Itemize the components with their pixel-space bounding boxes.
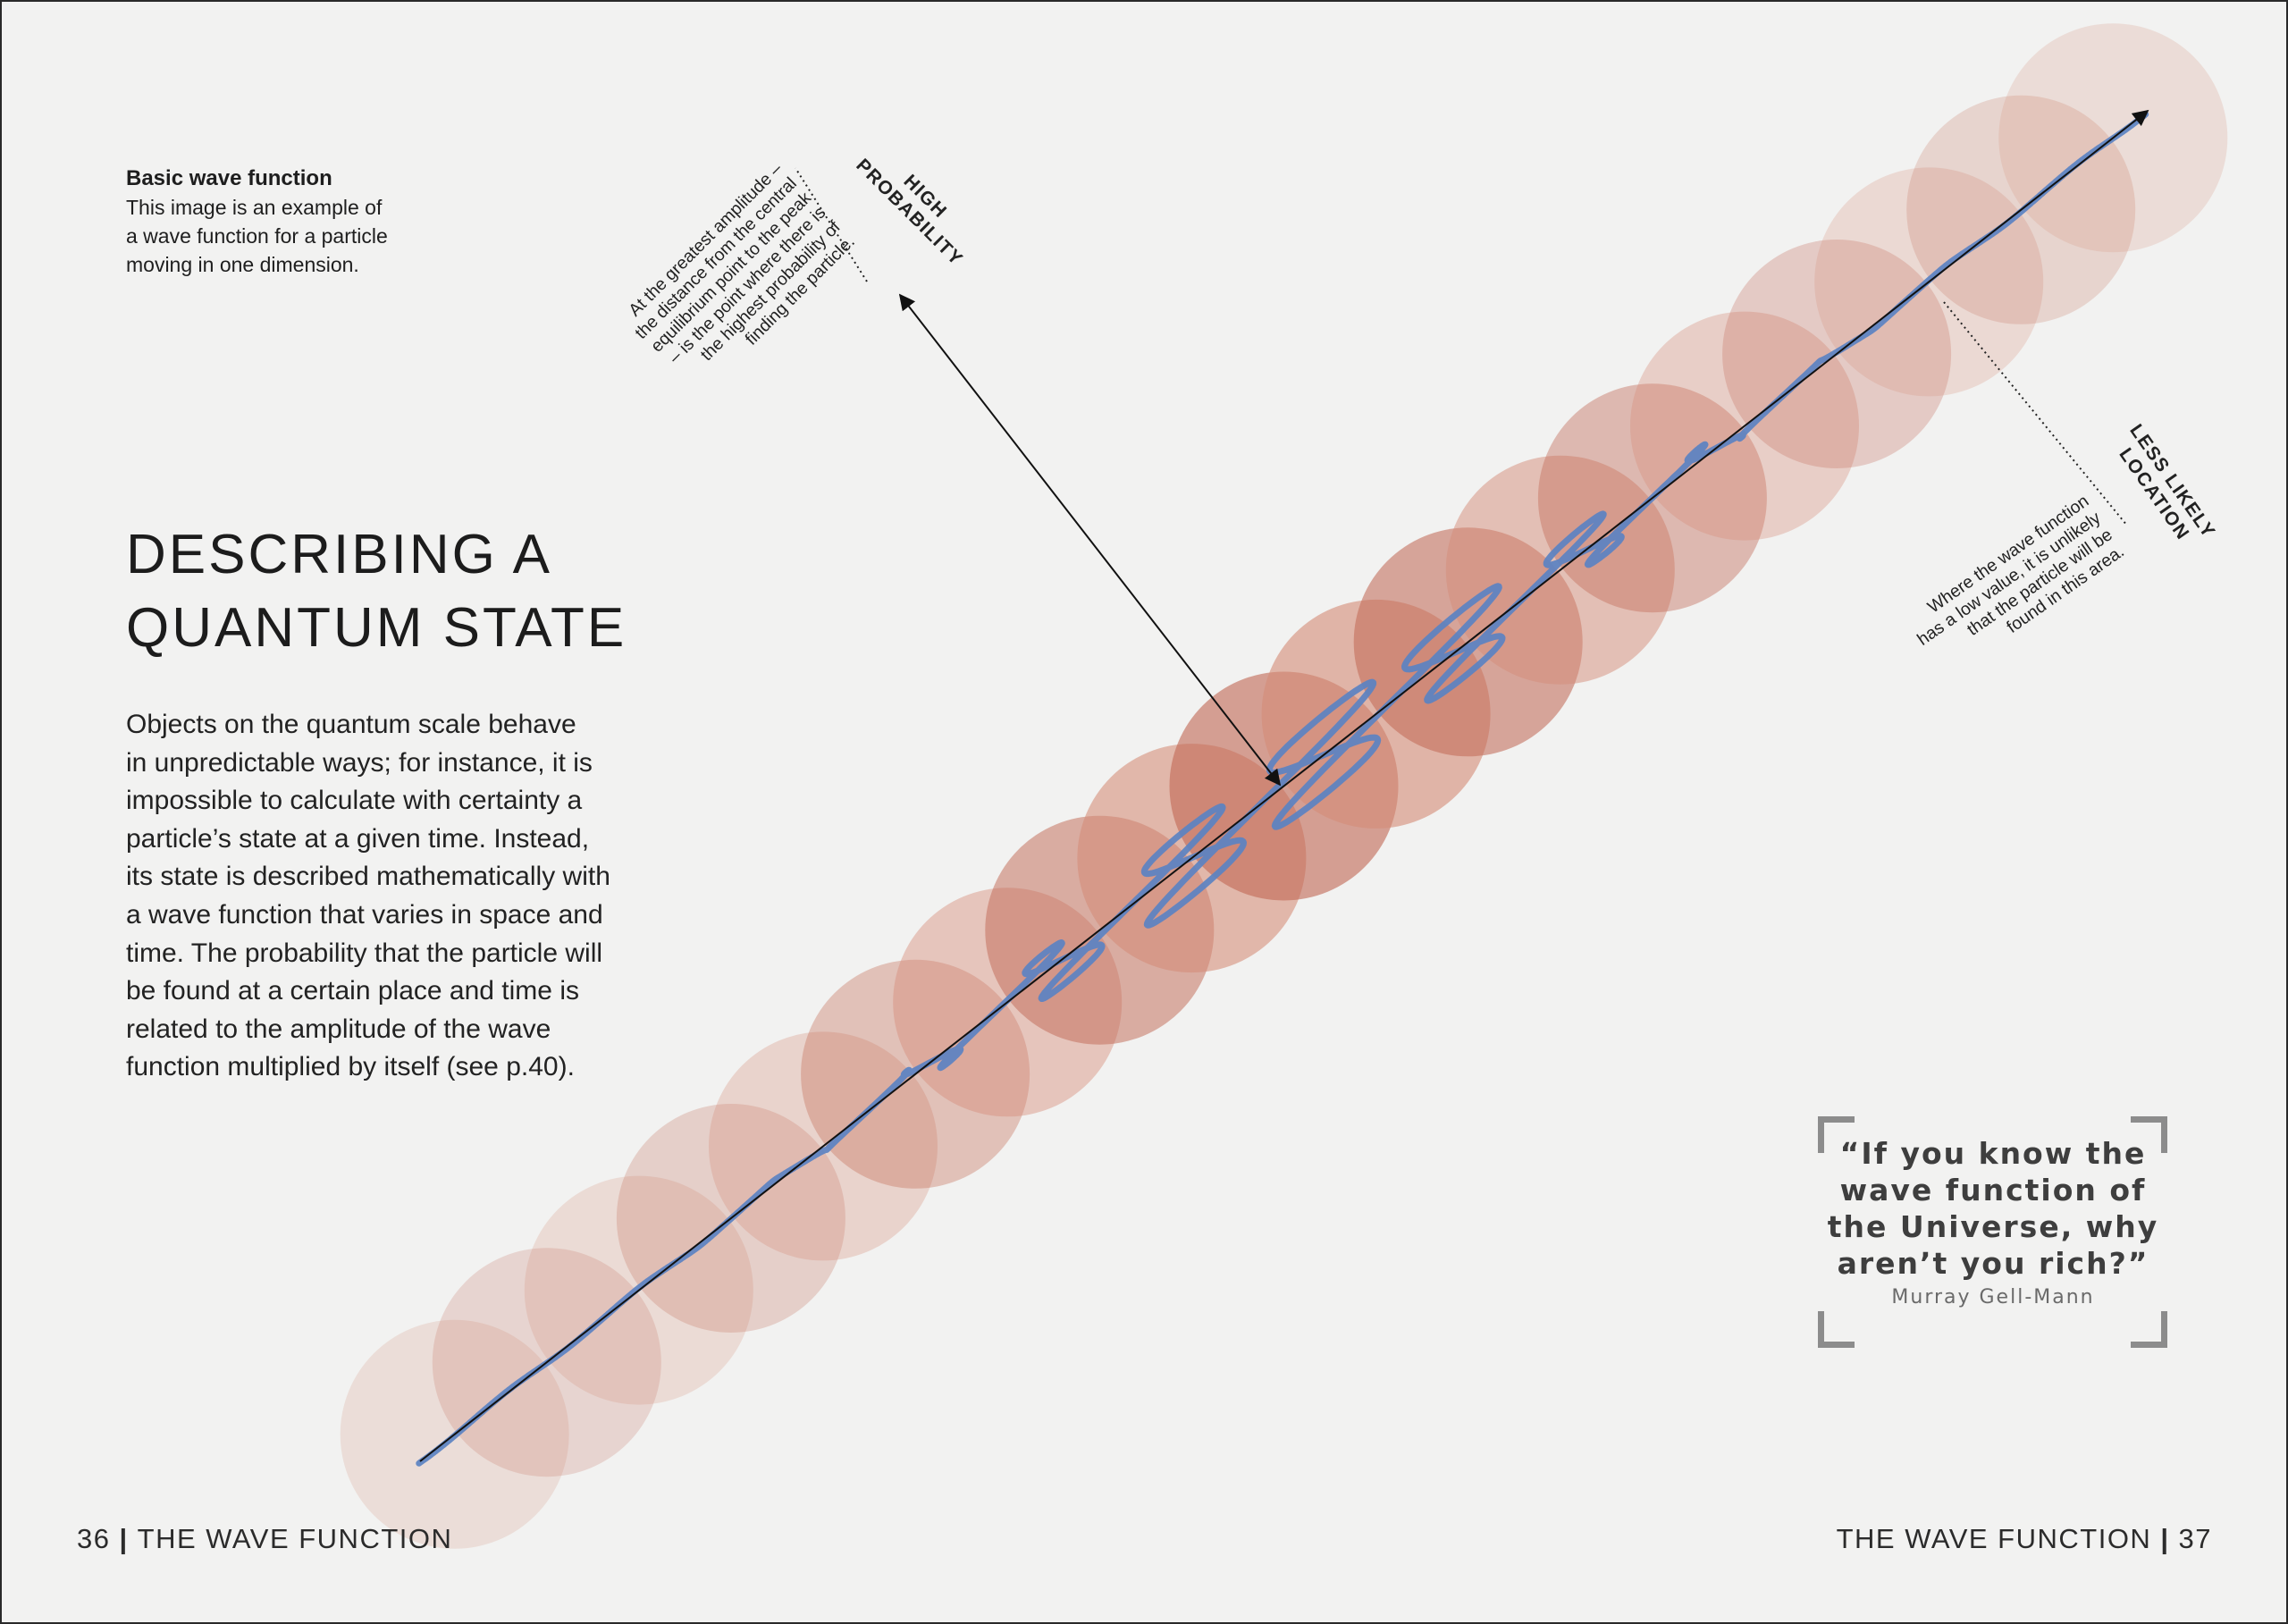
quote-author: Murray Gell-Mann — [1891, 1286, 2095, 1308]
quote-line: aren’t you rich?” — [1837, 1246, 2149, 1281]
intro-line: function multiplied by itself (see p.40)… — [126, 1052, 575, 1082]
intro-line: time. The probability that the particle … — [126, 938, 603, 968]
caption-line: a wave function for a particle — [126, 224, 388, 248]
intro-line: particle’s state at a given time. Instea… — [126, 823, 590, 854]
caption-body: This image is an example of a wave funct… — [126, 193, 448, 279]
high-probability-leader — [795, 167, 868, 282]
intro-line: its state is described mathematically wi… — [126, 862, 610, 892]
heading-line: DESCRIBING A — [126, 524, 552, 585]
caption-line: This image is an example of — [126, 196, 383, 219]
quote-bracket-icon — [2131, 1116, 2167, 1153]
intro-line: Objects on the quantum scale behave — [126, 710, 576, 739]
quote-bracket-icon — [2131, 1311, 2167, 1348]
page-heading: DESCRIBING A QUANTUM STATE — [126, 518, 627, 665]
heading-line: QUANTUM STATE — [126, 597, 627, 659]
footer-left: 36 | THE WAVE FUNCTION — [77, 1523, 452, 1555]
page-number-right: 37 — [2178, 1523, 2212, 1554]
quote-bracket-icon — [1818, 1116, 1855, 1153]
intro-line: related to the amplitude of the wave — [126, 1014, 551, 1044]
footer-right: THE WAVE FUNCTION | 37 — [1837, 1523, 2212, 1555]
less-likely-leader — [1943, 301, 2128, 526]
quote-line: the Universe, why — [1827, 1209, 2159, 1244]
propagation-axis-arrow — [419, 109, 2149, 1462]
intro-line: impossible to calculate with certainty a — [126, 786, 583, 816]
intro-line: a wave function that varies in space and — [126, 899, 603, 930]
quote-line: wave function of — [1839, 1173, 2147, 1207]
amplitude-arrow — [898, 293, 1282, 787]
page-number-left: 36 — [77, 1523, 111, 1554]
intro-line: be found at a certain place and time is — [126, 976, 579, 1006]
pull-quote: “If you know the wave function of the Un… — [1814, 1135, 2172, 1312]
running-title-left: THE WAVE FUNCTION — [137, 1523, 453, 1554]
wave-function-curve — [416, 111, 2149, 1467]
running-title-right: THE WAVE FUNCTION — [1836, 1523, 2152, 1554]
footer-separator: | — [2160, 1523, 2170, 1554]
caption-line: moving in one dimension. — [126, 253, 359, 276]
intro-paragraph: Objects on the quantum scale behave in u… — [126, 706, 662, 1087]
quote-line: “If you know the — [1839, 1136, 2147, 1171]
quote-bracket-icon — [1818, 1311, 1855, 1348]
footer-separator: | — [119, 1523, 129, 1554]
caption-title: Basic wave function — [126, 166, 332, 190]
intro-line: in unpredictable ways; for instance, it … — [126, 747, 593, 778]
